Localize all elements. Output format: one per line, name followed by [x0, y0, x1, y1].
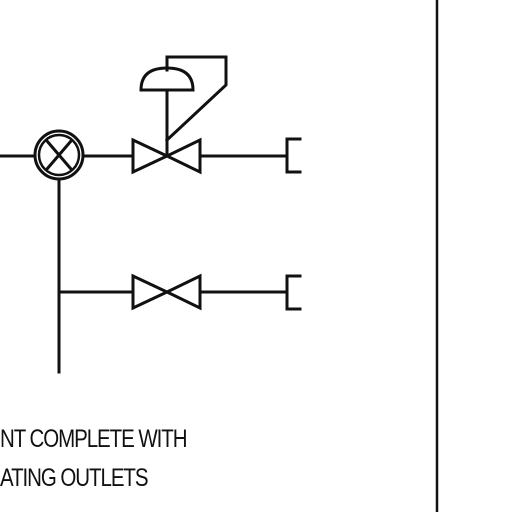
- diaphragm-actuator-symbol: [139, 66, 195, 158]
- outlet-cap-symbol: [285, 137, 302, 174]
- control-signal-line: [164, 55, 228, 143]
- valve-cross-symbol: [33, 129, 85, 181]
- gate-valve-symbol: [131, 273, 202, 311]
- diagram-caption-line-2: ATING OUTLETS: [0, 464, 149, 492]
- outlet-cap-symbol: [285, 274, 302, 311]
- diagram-caption-line-1: NT COMPLETE WITH: [0, 425, 188, 453]
- control-valve-symbol: [131, 137, 202, 175]
